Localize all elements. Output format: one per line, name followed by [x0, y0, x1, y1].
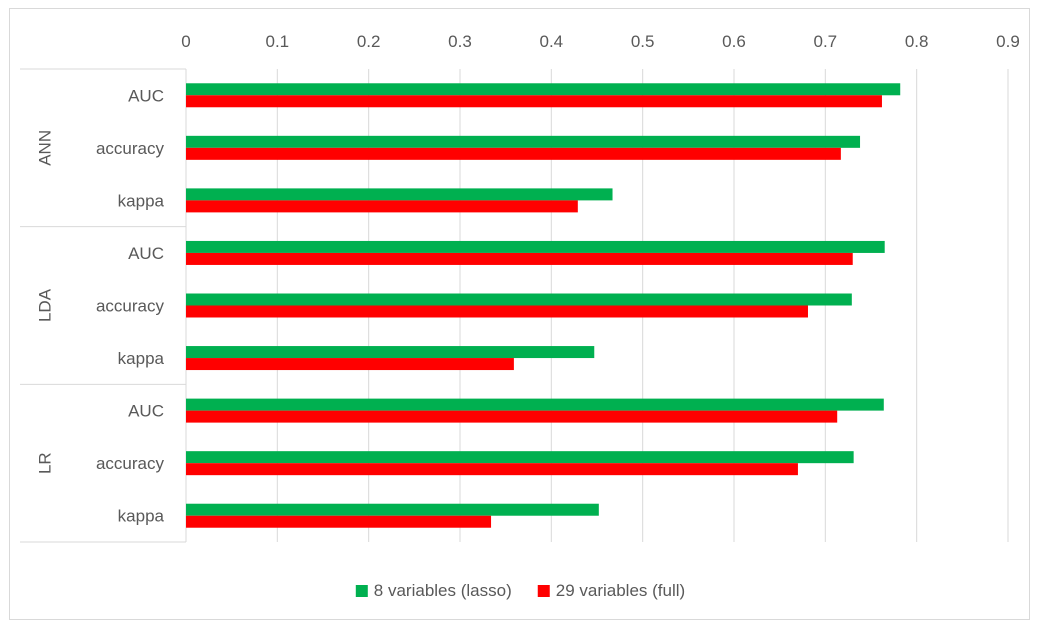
bar — [186, 147, 841, 160]
x-tick-label: 0.4 — [540, 32, 564, 51]
category-label: AUC — [128, 244, 164, 263]
x-tick-label: 0.9 — [996, 32, 1020, 51]
bar — [186, 293, 852, 306]
bar — [186, 358, 514, 371]
bar — [186, 463, 798, 476]
category-label: AUC — [128, 402, 164, 421]
category-label: accuracy — [96, 454, 165, 473]
bar — [186, 398, 884, 411]
bar — [186, 95, 882, 108]
category-label: kappa — [118, 507, 165, 526]
bar — [186, 188, 613, 201]
x-tick-label: 0.7 — [814, 32, 838, 51]
bar — [186, 515, 492, 528]
bar — [186, 252, 853, 265]
category-label: accuracy — [96, 297, 165, 316]
x-tick-label: 0.8 — [905, 32, 929, 51]
x-tick-label: 0 — [181, 32, 190, 51]
x-tick-label: 0.5 — [631, 32, 655, 51]
x-tick-label: 0.1 — [266, 32, 290, 51]
bar — [186, 410, 838, 423]
bar — [186, 135, 861, 148]
group-label: LDA — [35, 288, 54, 322]
category-label: accuracy — [96, 139, 165, 158]
bar — [186, 305, 808, 318]
bar — [186, 451, 854, 464]
x-tick-label: 0.3 — [448, 32, 472, 51]
legend-swatch — [537, 585, 550, 597]
chart-area: 0 0.1 0.2 0.3 0.4 0.5 0.6 0.7 0.8 0.9 ANN AUC accura… — [9, 8, 1030, 620]
bar — [186, 240, 885, 253]
bar — [186, 83, 901, 96]
bar — [186, 200, 578, 213]
x-tick-label: 0.6 — [722, 32, 746, 51]
category-label: kappa — [118, 349, 165, 368]
bar — [186, 503, 599, 516]
bar-chart: 0 0.1 0.2 0.3 0.4 0.5 0.6 0.7 0.8 0.9 ANN AUC accura… — [20, 32, 1020, 600]
legend-label: 29 variables (full) — [556, 581, 685, 600]
legend-label: 8 variables (lasso) — [374, 581, 512, 600]
group-label: ANN — [35, 130, 54, 166]
group-label: LR — [35, 452, 54, 474]
x-tick-label: 0.2 — [357, 32, 381, 51]
category-label: kappa — [118, 191, 165, 210]
bar — [186, 346, 595, 359]
legend-swatch — [355, 585, 368, 597]
category-label: AUC — [128, 86, 164, 105]
